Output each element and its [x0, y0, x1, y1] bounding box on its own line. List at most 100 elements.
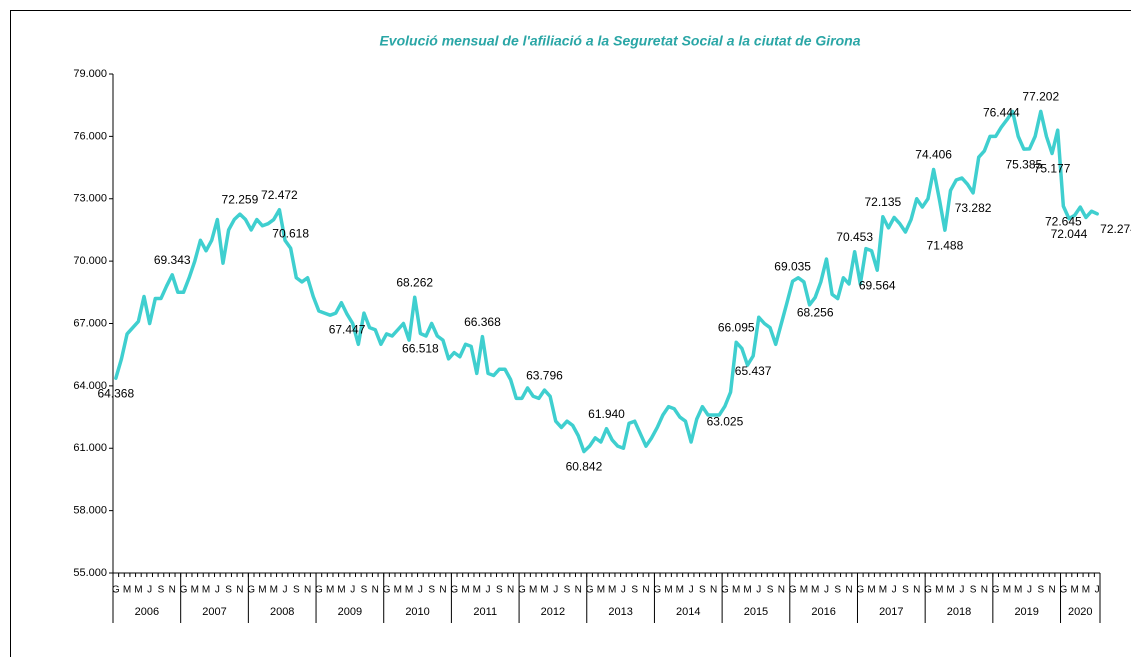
year-label: 2009 [338, 606, 362, 618]
x-tick-label: M [337, 585, 345, 596]
year-label: 2008 [270, 606, 294, 618]
x-tick-label: J [418, 585, 423, 596]
x-tick-label: S [158, 585, 165, 596]
x-tick-label: M [800, 585, 808, 596]
data-label: 75.177 [1034, 162, 1071, 176]
x-tick-label: S [361, 585, 368, 596]
x-tick-label: M [664, 585, 672, 596]
x-tick-label: M [1003, 585, 1011, 596]
x-tick-label: G [518, 585, 526, 596]
data-label: 72.259 [222, 192, 259, 206]
x-tick-label: M [461, 585, 469, 596]
year-label: 2015 [744, 606, 768, 618]
y-tick-label: 58.000 [73, 505, 107, 517]
x-tick-label: J [283, 585, 288, 596]
x-tick-label: J [959, 585, 964, 596]
x-tick-label: M [270, 585, 278, 596]
x-tick-label: S [767, 585, 774, 596]
x-tick-label: N [169, 585, 176, 596]
year-label: 2014 [676, 606, 700, 618]
data-label: 60.842 [566, 460, 603, 474]
x-tick-label: J [1027, 585, 1032, 596]
y-tick-label: 61.000 [73, 442, 107, 454]
data-label: 74.406 [915, 148, 952, 162]
x-tick-label: G [653, 585, 661, 596]
data-label: 71.488 [927, 238, 964, 252]
x-tick-label: M [608, 585, 616, 596]
year-label: 2010 [405, 606, 429, 618]
x-tick-label: J [892, 585, 897, 596]
y-tick-label: 73.000 [73, 193, 107, 205]
data-label: 72.472 [261, 188, 298, 202]
y-tick-label: 76.000 [73, 130, 107, 142]
x-tick-label: S [631, 585, 638, 596]
x-tick-label: N [372, 585, 379, 596]
x-tick-label: S [496, 585, 503, 596]
x-tick-label: N [913, 585, 920, 596]
x-tick-label: N [439, 585, 446, 596]
x-tick-label: M [732, 585, 740, 596]
x-tick-label: G [1059, 585, 1067, 596]
year-label: 2017 [879, 606, 903, 618]
data-label: 63.025 [707, 414, 744, 428]
y-tick-label: 64.000 [73, 380, 107, 392]
x-tick-label: J [756, 585, 761, 596]
data-label: 68.262 [396, 275, 433, 289]
data-label: 63.796 [526, 368, 563, 382]
data-label: 73.282 [955, 201, 992, 215]
chart-frame [10, 10, 1131, 657]
data-label: 67.447 [329, 322, 366, 336]
data-label: 66.368 [464, 315, 501, 329]
x-tick-label: S [428, 585, 435, 596]
data-label: 72.135 [865, 195, 902, 209]
x-tick-label: N [710, 585, 717, 596]
x-tick-label: M [811, 585, 819, 596]
x-tick-label: M [529, 585, 537, 596]
x-tick-label: N [507, 585, 514, 596]
data-label: 76.444 [983, 105, 1020, 119]
x-tick-label: M [134, 585, 142, 596]
y-tick-label: 70.000 [73, 255, 107, 267]
data-label: 66.095 [718, 320, 755, 334]
x-tick-label: G [450, 585, 458, 596]
data-label: 72.274 [1100, 222, 1131, 236]
y-tick-label: 67.000 [73, 317, 107, 329]
x-tick-label: G [924, 585, 932, 596]
data-label: 69.035 [774, 259, 811, 273]
x-tick-label: S [834, 585, 841, 596]
x-tick-label: M [540, 585, 548, 596]
year-label: 2006 [135, 606, 159, 618]
x-tick-label: J [215, 585, 220, 596]
x-tick-label: M [394, 585, 402, 596]
x-tick-label: G [586, 585, 594, 596]
data-label: 69.564 [859, 278, 896, 292]
y-tick-label: 55.000 [73, 567, 107, 579]
year-label: 2013 [608, 606, 632, 618]
x-tick-label: S [970, 585, 977, 596]
x-tick-label: J [621, 585, 626, 596]
x-tick-label: N [304, 585, 311, 596]
x-tick-label: G [112, 585, 120, 596]
line [114, 109, 1099, 454]
y-tick-label: 79.000 [73, 68, 107, 80]
x-tick-label: N [1048, 585, 1055, 596]
x-tick-label: G [383, 585, 391, 596]
x-tick-label: S [902, 585, 909, 596]
chart-title: Evolució mensual de l'afiliació a la Seg… [379, 33, 860, 49]
data-label: 65.437 [735, 364, 772, 378]
x-tick-label: M [867, 585, 875, 596]
data-label: 77.202 [1022, 90, 1059, 104]
x-tick-label: J [147, 585, 152, 596]
x-tick-label: M [473, 585, 481, 596]
data-label: 64.368 [97, 386, 134, 400]
x-tick-label: J [486, 585, 491, 596]
data-label: 68.256 [797, 306, 834, 320]
x-tick-label: G [992, 585, 1000, 596]
x-tick-label: G [247, 585, 255, 596]
x-tick-label: M [1014, 585, 1022, 596]
x-tick-label: G [856, 585, 864, 596]
x-tick-label: M [879, 585, 887, 596]
year-label: 2007 [202, 606, 226, 618]
x-tick-label: M [326, 585, 334, 596]
